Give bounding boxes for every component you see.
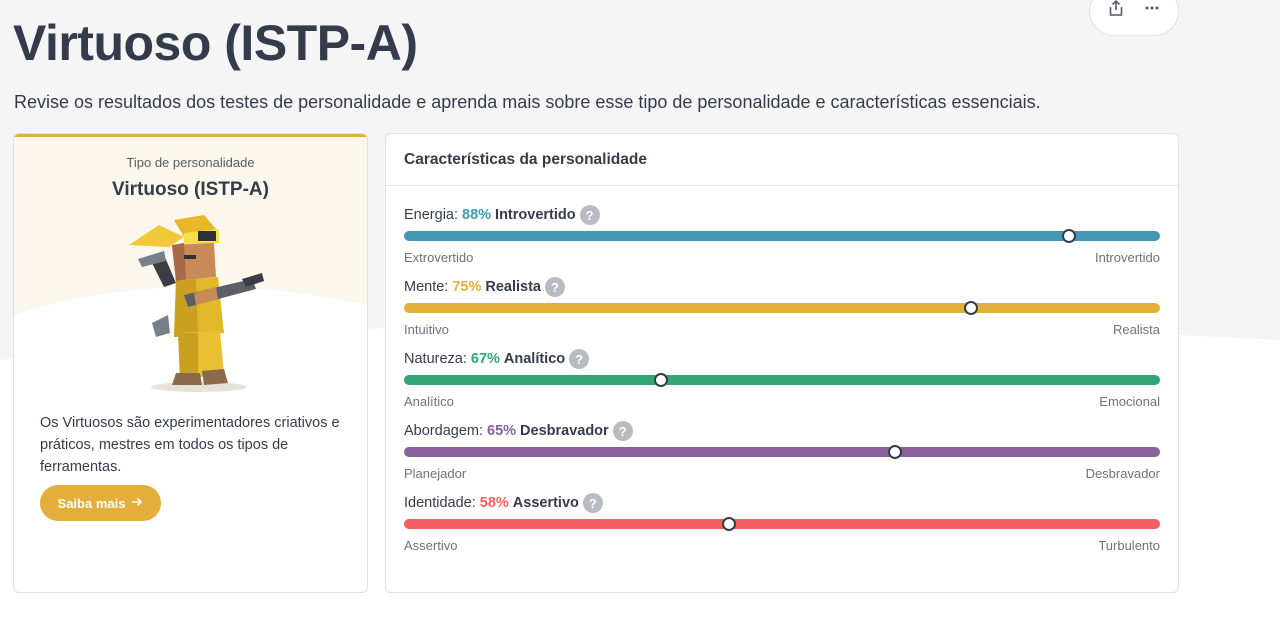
help-icon[interactable]: ? — [582, 493, 603, 513]
trait-heading: Abordagem: 65% Desbravador? — [404, 421, 633, 441]
trait-result: Assertivo — [512, 495, 579, 511]
type-hero: Tipo de personalidade Virtuoso (ISTP-A) — [14, 137, 367, 395]
trait-right-label: Turbulento — [1098, 538, 1160, 553]
traits-title: Características da personalidade — [386, 134, 1178, 186]
arrow-right-icon — [131, 496, 143, 511]
trait-heading: Natureza: 67% Analítico? — [404, 349, 590, 369]
trait-bar — [404, 447, 1160, 457]
trait-name: Abordagem: — [404, 423, 483, 439]
more-icon[interactable] — [1143, 0, 1161, 17]
trait-percent: 88% — [462, 207, 492, 223]
trait-row: Mente: 75% Realista? Intuitivo Realista — [404, 277, 1160, 339]
trait-name: Identidade: — [404, 495, 476, 511]
learn-more-label: Saiba mais — [57, 495, 126, 511]
type-name: Virtuoso (ISTP-A) — [112, 179, 269, 200]
learn-more-button[interactable]: Saiba mais — [40, 485, 161, 521]
trait-left-label: Analítico — [404, 394, 454, 409]
trait-heading: Energia: 88% Introvertido? — [404, 205, 600, 225]
trait-row: Natureza: 67% Analítico? Analítico Emocional — [404, 349, 1160, 411]
help-icon[interactable]: ? — [545, 277, 565, 297]
trait-heading: Identidade: 58% Assertivo? — [404, 493, 603, 513]
trait-row: Energia: 88% Introvertido? Extrovertido Intr… — [404, 205, 1160, 267]
trait-right-label: Desbravador — [1085, 466, 1160, 481]
card-accent-strip — [14, 134, 367, 137]
trait-left-label: Planejador — [404, 466, 467, 481]
page-title: Virtuoso (ISTP-A) — [13, 15, 418, 71]
trait-bar — [404, 303, 1160, 313]
personality-type-card: Tipo de personalidade Virtuoso (ISTP-A) … — [13, 133, 368, 593]
trait-right-label: Realista — [1113, 322, 1160, 337]
trait-left-label: Intuitivo — [404, 322, 449, 337]
trait-result: Realista — [485, 279, 541, 295]
action-pill — [1089, 0, 1179, 36]
trait-bar — [404, 231, 1160, 241]
help-icon[interactable]: ? — [569, 349, 590, 369]
trait-left-label: Extrovertido — [404, 250, 474, 265]
trait-marker — [888, 445, 903, 459]
trait-marker — [964, 301, 978, 315]
trait-result: Analítico — [503, 351, 566, 367]
trait-right-label: Introvertido — [1094, 250, 1160, 265]
trait-percent: 65% — [487, 423, 517, 439]
trait-row: Abordagem: 65% Desbravador? Planejador Desbr… — [404, 421, 1160, 483]
trait-result: Introvertido — [495, 207, 576, 223]
trait-marker — [1062, 229, 1077, 243]
virtuoso-avatar — [129, 215, 264, 392]
trait-name: Energia: — [404, 207, 459, 223]
trait-right-label: Emocional — [1099, 394, 1160, 409]
trait-result: Desbravador — [520, 423, 609, 439]
trait-name: Mente: — [404, 279, 449, 295]
type-description: Os Virtuosos são experimentadores criati… — [40, 415, 340, 475]
trait-left-label: Assertivo — [404, 538, 458, 553]
share-icon[interactable] — [1107, 0, 1125, 17]
help-icon[interactable]: ? — [579, 205, 600, 225]
trait-name: Natureza: — [404, 351, 467, 367]
trait-bar — [404, 375, 1160, 385]
trait-marker — [654, 373, 669, 387]
personality-traits-card: Características da personalidade Energia… — [385, 133, 1179, 593]
trait-bar — [404, 519, 1160, 529]
page-subtitle: Revise os resultados dos testes de perso… — [14, 92, 1041, 112]
type-label: Tipo de personalidade — [126, 155, 255, 170]
trait-percent: 67% — [470, 351, 500, 367]
trait-marker — [722, 517, 737, 531]
help-icon[interactable]: ? — [612, 421, 633, 441]
trait-row: Identidade: 58% Assertivo? Assertivo Turbule… — [404, 493, 1160, 555]
trait-percent: 75% — [452, 279, 482, 295]
trait-heading: Mente: 75% Realista? — [404, 277, 565, 297]
trait-percent: 58% — [479, 495, 509, 511]
